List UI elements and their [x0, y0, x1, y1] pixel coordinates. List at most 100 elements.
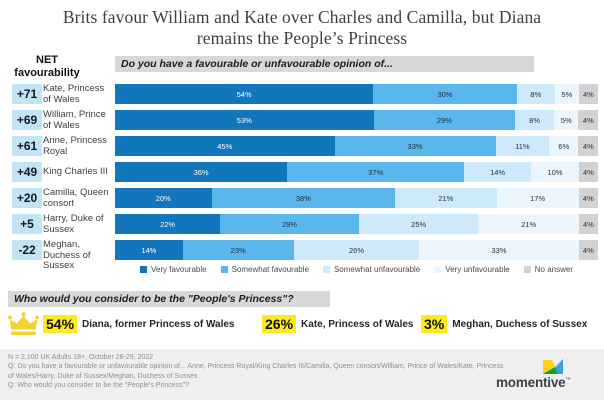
bar-segment: 11%: [495, 136, 550, 156]
bar-segment: 8%: [515, 110, 555, 130]
page-title-line1: Brits favour William and Kate over Charl…: [62, 7, 542, 27]
stacked-bar: 20% 38% 21% 17% 4%: [115, 188, 598, 208]
bar-segment: 29%: [373, 110, 516, 130]
category-label: King Charles III: [43, 165, 108, 177]
bar-segment: 33%: [419, 240, 579, 260]
princess-name: Kate, Princess of Wales: [301, 318, 414, 330]
bar-segment: 23%: [182, 240, 294, 260]
bar-segment: 17%: [496, 188, 579, 208]
princess-pct: 54%: [43, 315, 78, 333]
bar-segment: 4%: [578, 214, 598, 234]
chart-row: +71 Kate, Princess of Wales 54% 30% 8% 5% 4%: [0, 83, 604, 104]
bar-segment: 5%: [554, 110, 579, 130]
princess-result-meghan: 3% Meghan, Duchess of Sussex: [421, 311, 587, 337]
bar-segment: 22%: [115, 214, 221, 234]
stacked-bar: 36% 37% 14% 10% 4%: [115, 162, 598, 182]
category-label: William, Prince of Wales: [43, 109, 106, 131]
chart-row: +69 William, Prince of Wales 53% 29% 8% 5% 4…: [0, 109, 604, 131]
legend-swatch: [220, 266, 228, 273]
question-2-label: Who would you consider to be the "People…: [8, 291, 330, 307]
legend-label: Very favourable: [150, 265, 207, 274]
legend-label: No answer: [534, 265, 573, 274]
legend-item: Very favourable: [139, 265, 207, 274]
bar-segment: 30%: [373, 84, 517, 104]
bar-segment: 4%: [578, 136, 598, 156]
footer-question1-note: Q: Do you have a favourable or unfavoura…: [8, 363, 504, 380]
chart-row: +49 King Charles III 36% 37% 14% 10% 4%: [0, 162, 604, 182]
legend-item: Somewhat favourable: [220, 265, 309, 274]
princess-name: Diana, former Princess of Wales: [82, 318, 235, 330]
bar-segment: 4%: [578, 188, 598, 208]
chart-row: +61 Anne, Princess Royal 45% 33% 11% 6% 4%: [0, 135, 604, 157]
legend-swatch: [523, 266, 531, 273]
legend-swatch: [434, 266, 442, 273]
net-favourability-badge: +49: [12, 162, 42, 182]
stacked-bar: 45% 33% 11% 6% 4%: [115, 136, 598, 156]
bar-segment: 8%: [516, 84, 555, 104]
legend-item: Somewhat unfavourable: [322, 265, 421, 274]
princess-pct: 26%: [262, 315, 297, 333]
bar-segment: 25%: [358, 214, 479, 234]
legend-label: Very unfavourable: [445, 265, 510, 274]
page-title: Brits favour William and Kate over Charl…: [0, 7, 604, 49]
bar-segment: 14%: [115, 240, 183, 260]
bar-segment: 29%: [220, 214, 359, 234]
princess-pct: 3%: [421, 315, 448, 333]
princess-result-diana: 54% Diana, former Princess of Wales: [43, 311, 235, 337]
bar-segment: 21%: [395, 188, 497, 208]
question-1-label: Do you have a favourable or unfavourable…: [115, 56, 534, 72]
category-label: Camilla, Queen consort: [43, 187, 109, 209]
net-favourability-badge: +20: [12, 188, 42, 208]
stacked-bar: 54% 30% 8% 5% 4%: [115, 84, 598, 104]
trademark-symbol: ™: [565, 377, 571, 383]
footer-notes: N = 2,100 UK Adults 18+, October 26-29, …: [8, 353, 508, 390]
net-favourability-badge: +5: [12, 214, 42, 234]
bar-segment: 37%: [287, 162, 465, 182]
bar-segment: 5%: [554, 84, 579, 104]
bar-segment: 6%: [549, 136, 579, 156]
net-favourability-header: NET favourability: [14, 54, 80, 79]
bar-segment: 38%: [211, 188, 396, 208]
legend-swatch: [322, 266, 330, 273]
chart-row: -22 Meghan, Duchess of Sussex 14% 23% 26% 3…: [0, 239, 604, 271]
peoples-princess-results: 54% Diana, former Princess of Wales 26% …: [0, 311, 604, 339]
stacked-bar: 53% 29% 8% 5% 4%: [115, 110, 598, 130]
bar-segment: 45%: [115, 136, 335, 156]
princess-result-kate: 26% Kate, Princess of Wales: [262, 311, 413, 337]
chart-legend: Very favourable Somewhat favourable Some…: [115, 265, 598, 274]
princess-name: Meghan, Duchess of Sussex: [452, 318, 588, 330]
net-favourability-badge: +61: [12, 136, 42, 156]
bar-segment: 21%: [478, 214, 579, 234]
legend-item: Very unfavourable: [434, 265, 510, 274]
stacked-bar: 22% 29% 25% 21% 4%: [115, 214, 598, 234]
bar-segment: 20%: [115, 188, 212, 208]
bar-segment: 54%: [115, 84, 374, 104]
bar-segment: 36%: [115, 162, 288, 182]
category-label: Anne, Princess Royal: [43, 135, 107, 157]
bar-segment: 14%: [464, 162, 532, 182]
bar-segment: 4%: [578, 84, 598, 104]
bar-segment: 10%: [531, 162, 579, 182]
bar-segment: 33%: [334, 136, 496, 156]
legend-swatch: [139, 266, 147, 273]
page-title-line2: remains the People’s Princess: [196, 28, 408, 48]
net-favourability-badge: +71: [12, 84, 42, 104]
legend-item: No answer: [523, 265, 573, 274]
category-label: Meghan, Duchess of Sussex: [43, 239, 91, 271]
stacked-bar: 14% 23% 26% 33% 4%: [115, 240, 598, 260]
momentive-logo-icon: [543, 359, 563, 374]
net-favourability-badge: +69: [12, 110, 42, 130]
bar-segment: 26%: [293, 240, 420, 260]
bar-segment: 4%: [578, 110, 598, 130]
crown-icon: [8, 312, 39, 335]
momentive-logo-text: momentive™: [496, 375, 571, 390]
footer-sample-note: N = 2,100 UK Adults 18+, October 26-29, …: [8, 354, 154, 361]
bar-segment: 53%: [115, 110, 374, 130]
legend-label: Somewhat favourable: [231, 265, 309, 274]
net-favourability-badge: -22: [12, 240, 42, 260]
bar-segment: 4%: [578, 240, 598, 260]
bar-chart: +71 Kate, Princess of Wales 54% 30% 8% 5% 4%…: [0, 83, 604, 271]
legend-label: Somewhat unfavourable: [333, 265, 421, 274]
chart-row: +5 Harry, Duke of Sussex 22% 29% 25% 21% 4%: [0, 213, 604, 234]
footer-question2-note: Q: Who would you consider to be the "Peo…: [8, 381, 190, 389]
